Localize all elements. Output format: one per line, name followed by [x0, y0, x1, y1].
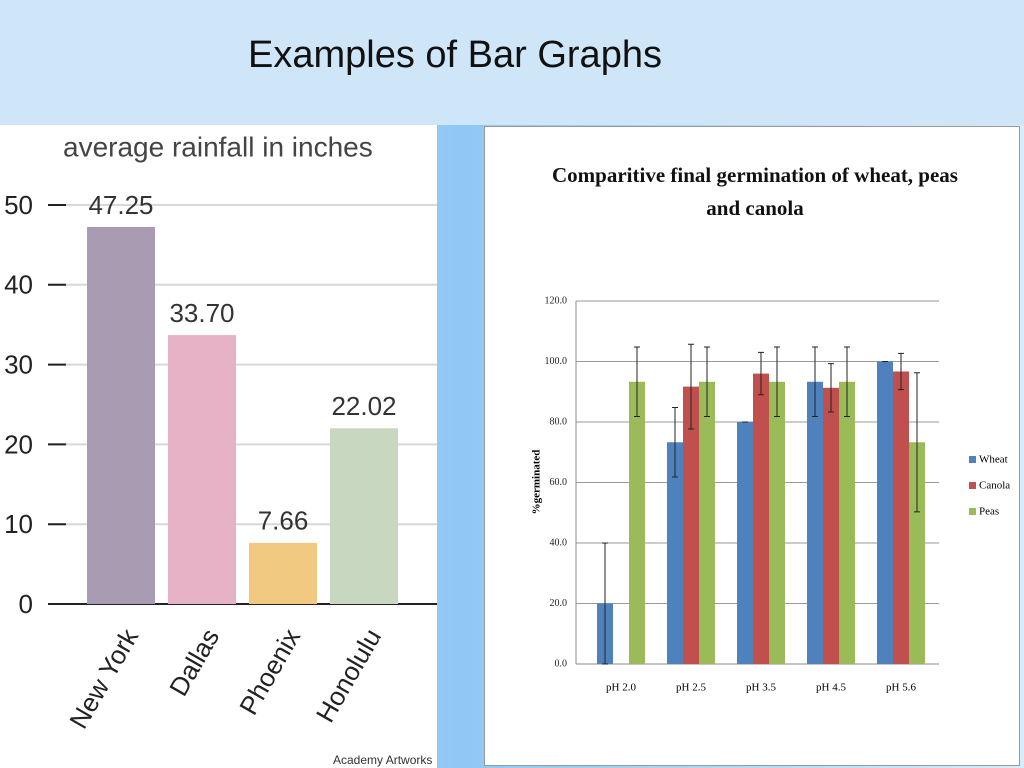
x-tick-label: Dallas: [163, 623, 225, 701]
error-bar: [688, 343, 694, 430]
x-tick-label: pH 3.5: [746, 682, 776, 694]
bar: [807, 381, 823, 664]
chart-panel: 0.0 20.0 40.0 60.0 80.0 100.0 120.0 %germinated…: [484, 126, 1020, 766]
bar: [87, 226, 155, 604]
x-tick-label: pH 4.5: [816, 682, 846, 694]
bar: [839, 381, 855, 664]
chart: average rainfall in inches 0 10 20 30 40 50 47.…: [4, 131, 437, 767]
value-label: 33.70: [169, 298, 234, 328]
y-tick-label: 10: [4, 509, 33, 539]
chart-panel: average rainfall in inches 0 10 20 30 40 50 47.…: [0, 125, 437, 768]
bar: [629, 381, 645, 664]
y-tick-label: 20.0: [550, 598, 568, 609]
y-tick-label: 0: [19, 589, 33, 619]
y-tick-label: 30: [4, 349, 33, 379]
legend-label: Wheat: [979, 454, 1008, 466]
header: [0, 0, 1024, 125]
legend-label: Canola: [979, 480, 1010, 492]
y-tick-label: 120.0: [545, 295, 568, 306]
error-bar: [758, 351, 764, 396]
y-tick-label: 50: [4, 190, 33, 220]
legend-swatch: [969, 456, 976, 463]
legend-swatch: [969, 508, 976, 515]
error-bar: [672, 406, 678, 478]
y-tick-label: 100.0: [545, 356, 568, 367]
annotation: Academy Artworks: [333, 753, 432, 767]
error-bar: [828, 363, 834, 413]
value-label: 22.02: [331, 391, 396, 421]
value-label: 47.25: [88, 190, 153, 220]
bar: [683, 386, 699, 664]
error-bar: [704, 346, 710, 418]
bar: [330, 428, 398, 604]
error-bar: [634, 346, 640, 418]
chart: 0.0 20.0 40.0 60.0 80.0 100.0 120.0 %germinated…: [531, 295, 1011, 694]
x-tick-label: Phoenix: [233, 623, 306, 719]
bar: [823, 387, 839, 664]
bar: [249, 542, 317, 604]
slide-title: Examples of Bar Graphs: [248, 34, 662, 76]
y-tick-label: 80.0: [550, 416, 568, 427]
legend-swatch: [969, 482, 976, 489]
bar: [667, 442, 683, 664]
y-tick-label: 60.0: [550, 477, 568, 488]
y-tick-label: 0.0: [555, 658, 568, 669]
y-axis-label: %germinated: [531, 450, 543, 515]
x-tick-label: pH 2.0: [606, 682, 636, 694]
y-tick-label: 40: [4, 270, 33, 300]
x-tick-label: pH 2.5: [676, 682, 706, 694]
error-bar: [898, 352, 904, 391]
bar: [909, 442, 925, 664]
bar: [877, 361, 893, 664]
bar: [893, 371, 909, 664]
error-bar: [774, 346, 780, 418]
y-tick-label: 40.0: [550, 537, 568, 548]
bar: [769, 381, 785, 664]
error-bar: [914, 372, 920, 513]
x-tick-label: pH 5.6: [886, 682, 916, 694]
bar: [699, 381, 715, 664]
bar: [168, 335, 236, 604]
x-tick-label: New York: [63, 623, 144, 734]
x-tick-label: Honolulu: [310, 623, 387, 727]
bar: [753, 373, 769, 664]
legend-label: Peas: [979, 506, 999, 518]
y-tick-label: 20: [4, 429, 33, 459]
chart-title: average rainfall in inches: [63, 131, 373, 162]
error-bar: [602, 542, 608, 665]
value-label: 7.66: [258, 506, 309, 536]
error-bar: [844, 346, 850, 418]
bar: [737, 422, 753, 664]
chart-title: Comparitive final germination of wheat, …: [552, 163, 958, 220]
error-bar: [812, 346, 818, 418]
